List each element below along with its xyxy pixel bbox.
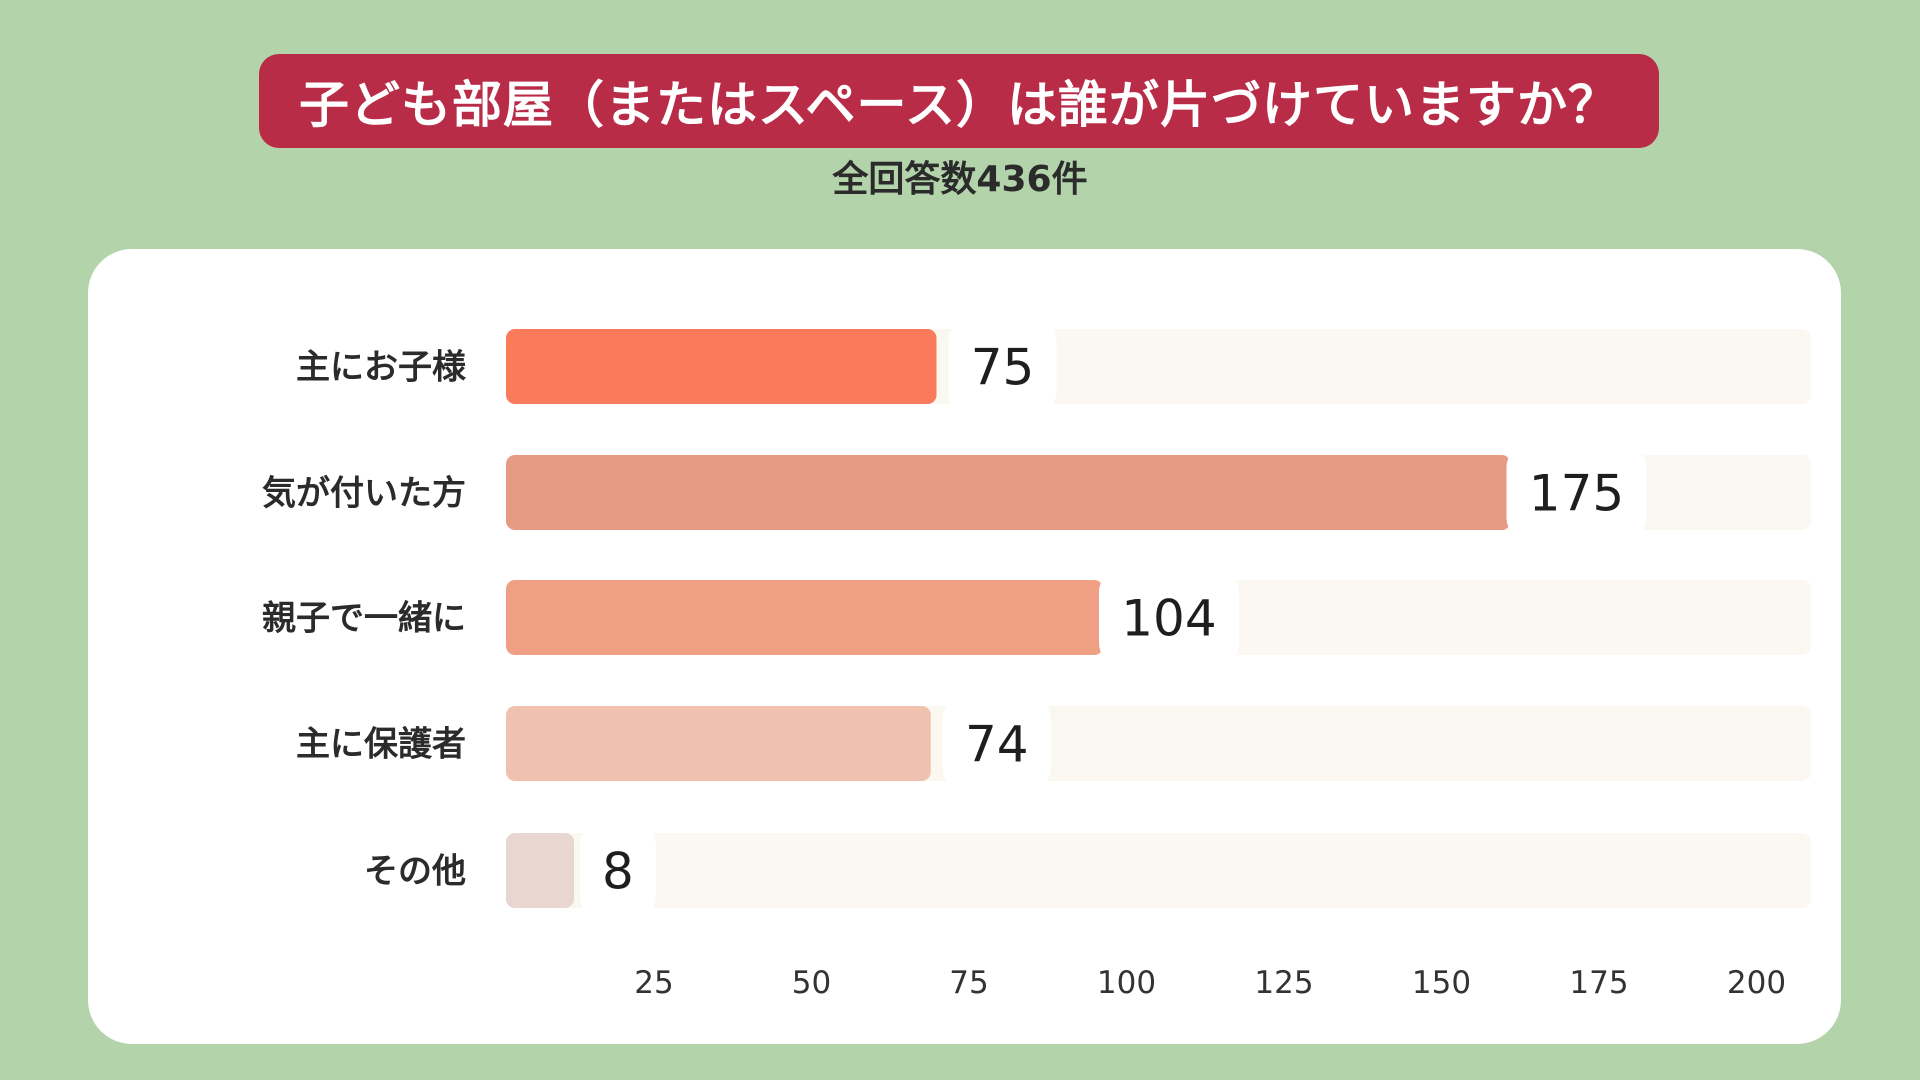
category-label-3: 主に保護者 [296, 725, 466, 765]
value-label-0: 75 [971, 339, 1035, 397]
bar-主に保護者 [506, 706, 931, 781]
bar-親子で一緒に [506, 580, 1103, 655]
x-tick-label-2: 75 [949, 965, 988, 1001]
chart-title: 子ども部屋（またはスペース）は誰が片づけていますか？ [299, 76, 1619, 134]
value-label-bg-2 [1098, 570, 1239, 665]
category-label-2: 親子で一緒に [262, 599, 466, 639]
x-tick-label-0: 25 [634, 965, 673, 1001]
x-tick-label-3: 100 [1097, 965, 1156, 1001]
bar-主にお子様 [506, 329, 937, 404]
value-label-1: 175 [1529, 465, 1624, 523]
x-tick-label-7: 200 [1727, 965, 1786, 1001]
bar-その他 [506, 833, 574, 908]
x-tick-label-6: 175 [1569, 965, 1628, 1001]
value-label-4: 8 [602, 843, 634, 901]
x-tick-label-1: 50 [792, 965, 831, 1001]
category-label-0: 主にお子様 [296, 348, 467, 388]
value-label-2: 104 [1121, 590, 1216, 648]
bar-気が付いた方 [506, 455, 1511, 530]
category-label-1: 気が付いた方 [262, 474, 466, 514]
x-tick-label-4: 125 [1254, 965, 1313, 1001]
value-label-bg-4 [579, 823, 656, 918]
value-label-bg-3 [942, 696, 1051, 791]
title-banner: 子ども部屋（またはスペース）は誰が片づけていますか？ [259, 54, 1659, 148]
value-label-3: 74 [965, 716, 1029, 774]
value-label-bg-0 [948, 319, 1057, 414]
value-label-bg-1 [1506, 445, 1647, 540]
category-label-4: その他 [364, 852, 466, 892]
bar-track-4 [506, 833, 1811, 908]
chart-subtitle: 全回答数436件 [832, 159, 1088, 200]
x-tick-label-5: 150 [1412, 965, 1471, 1001]
